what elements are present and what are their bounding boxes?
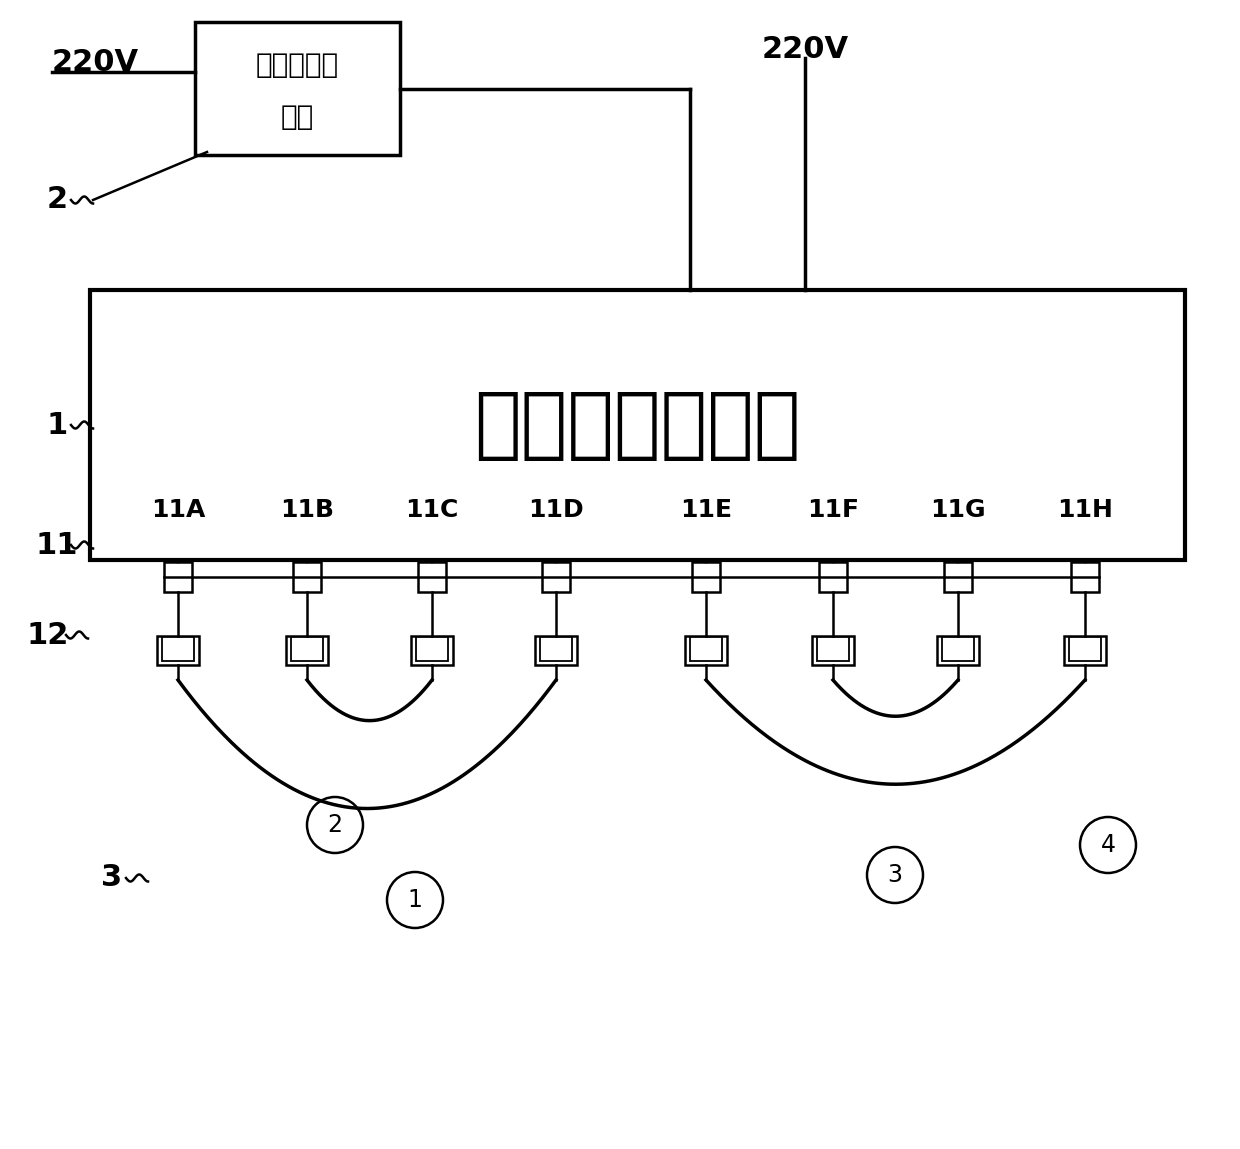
Text: 2: 2 — [327, 813, 342, 836]
Text: 设备: 设备 — [281, 102, 314, 131]
Text: 11G: 11G — [930, 498, 986, 522]
Text: 误码率分析设备: 误码率分析设备 — [475, 387, 801, 463]
Bar — [942, 637, 973, 661]
Text: 2: 2 — [46, 185, 67, 215]
Bar — [1064, 637, 1106, 665]
Bar — [812, 637, 854, 665]
Bar — [944, 562, 972, 592]
Bar — [286, 637, 329, 665]
Bar — [293, 562, 321, 592]
Text: 11A: 11A — [151, 498, 205, 522]
Bar — [91, 290, 1185, 560]
Text: 11H: 11H — [1056, 498, 1114, 522]
Bar — [164, 562, 192, 592]
Bar — [689, 637, 722, 661]
Bar — [937, 637, 980, 665]
Bar — [542, 562, 570, 592]
Text: 12: 12 — [27, 620, 69, 649]
Text: 220V: 220V — [761, 34, 848, 64]
Bar — [684, 637, 727, 665]
Text: 11E: 11E — [680, 498, 732, 522]
Bar — [162, 637, 193, 661]
Bar — [1069, 637, 1101, 661]
Text: 1: 1 — [408, 888, 423, 912]
Text: 11D: 11D — [528, 498, 584, 522]
Text: 3: 3 — [102, 864, 123, 893]
Text: 11B: 11B — [280, 498, 334, 522]
Text: 3: 3 — [888, 863, 903, 887]
Bar — [291, 637, 322, 661]
Bar — [692, 562, 720, 592]
Bar — [1071, 562, 1099, 592]
Text: 220V: 220V — [52, 48, 139, 77]
Bar — [410, 637, 453, 665]
Bar — [157, 637, 198, 665]
Bar — [539, 637, 572, 661]
Text: 11: 11 — [36, 531, 78, 560]
Text: 4: 4 — [1101, 833, 1116, 857]
Text: 1: 1 — [46, 410, 68, 440]
Bar — [534, 637, 577, 665]
Bar — [415, 637, 448, 661]
Text: 11F: 11F — [807, 498, 859, 522]
Text: 控制与显示: 控制与显示 — [255, 51, 339, 78]
Bar — [817, 637, 849, 661]
Bar — [418, 562, 446, 592]
Bar — [195, 22, 401, 155]
Bar — [818, 562, 847, 592]
Text: 11C: 11C — [405, 498, 459, 522]
